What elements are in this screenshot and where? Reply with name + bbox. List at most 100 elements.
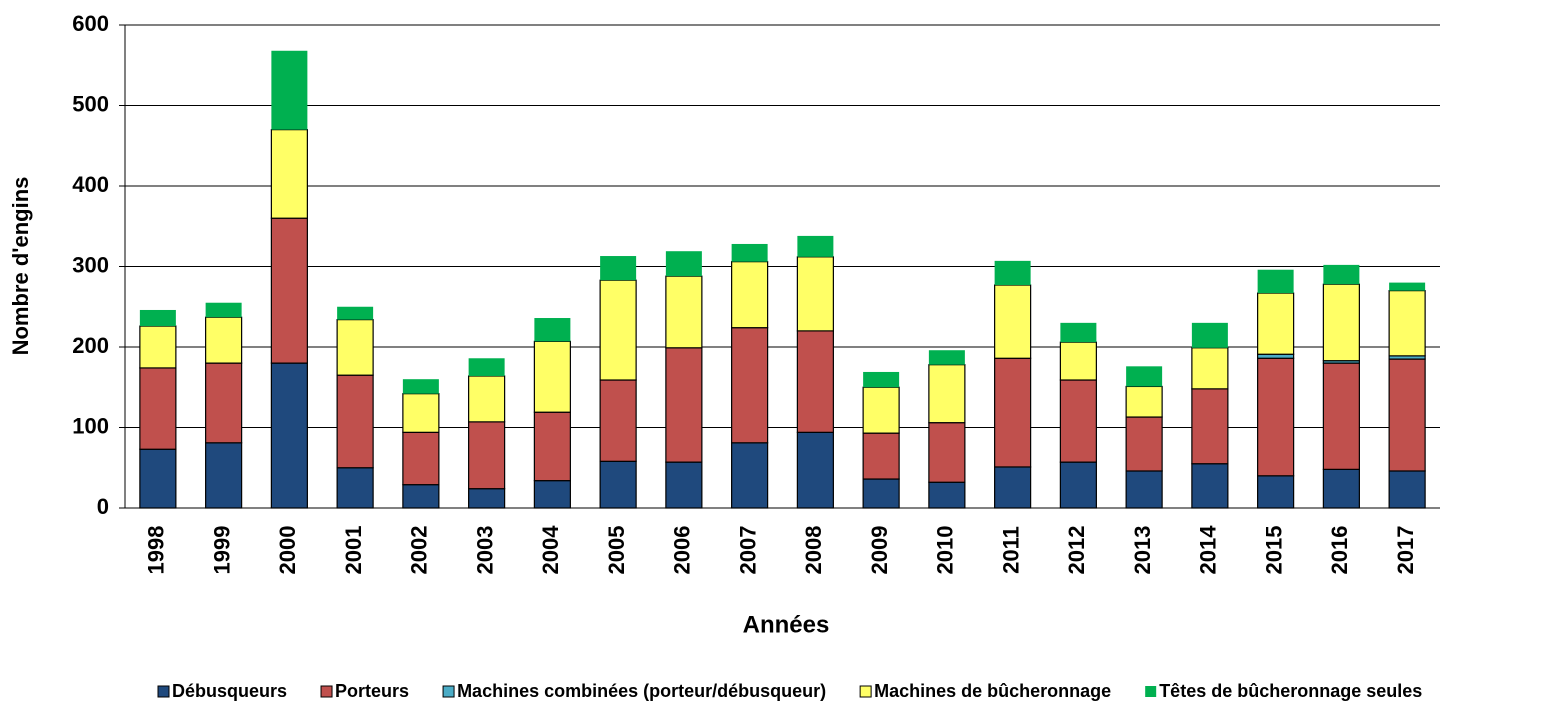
bar-segment — [994, 260, 1031, 286]
bar-segment — [1060, 322, 1097, 343]
y-tick-label: 100 — [72, 413, 109, 438]
legend-label: Porteurs — [335, 681, 409, 701]
bar-segment — [796, 330, 834, 433]
x-tick-label: 2010 — [933, 526, 958, 575]
x-tick-label: 1998 — [144, 526, 169, 575]
bar-segment — [1389, 282, 1426, 291]
x-tick-label: 2015 — [1261, 526, 1286, 575]
bar-segment — [402, 484, 440, 509]
bar-segment — [1059, 341, 1097, 381]
bar-segment — [994, 284, 1032, 359]
bar-segment — [468, 488, 506, 509]
legend-label: Machines de bûcheronnage — [874, 681, 1111, 701]
bar-segment — [599, 279, 637, 381]
bar-segment — [533, 340, 571, 413]
bar-segment — [863, 371, 900, 388]
y-tick-label: 600 — [72, 11, 109, 36]
bar-segment — [600, 256, 637, 281]
y-tick-label: 300 — [72, 252, 109, 277]
x-tick-label: 1999 — [209, 526, 234, 575]
bar-segment — [599, 379, 637, 462]
bar-segment — [862, 432, 900, 480]
bar-segment — [205, 362, 243, 444]
bar-segment — [468, 375, 506, 423]
bar-segment — [534, 318, 571, 342]
bar-segment — [205, 302, 242, 318]
bar-segment — [270, 217, 308, 364]
bar-segment — [1388, 290, 1426, 357]
bar-segment — [1059, 461, 1097, 509]
legend-marker — [320, 685, 333, 698]
bar-segment — [731, 243, 768, 262]
bar-segment — [270, 362, 308, 509]
bar-segment — [665, 347, 703, 463]
bar-segment — [336, 467, 374, 509]
x-axis-title: Années — [743, 611, 830, 638]
legend-marker — [157, 685, 170, 698]
x-tick-label: 2001 — [341, 526, 366, 575]
bar-segment — [139, 309, 176, 327]
bar-segment — [1322, 468, 1360, 509]
bar-segment — [468, 358, 505, 376]
bar-segment — [928, 350, 965, 365]
bar-segment — [1322, 362, 1360, 470]
y-tick-label: 400 — [72, 172, 109, 197]
bar-segment — [731, 261, 769, 329]
legend-label: Têtes de bûcheronnage seules — [1159, 681, 1422, 701]
bar-segment — [270, 129, 308, 219]
bar-segment — [1059, 379, 1097, 463]
legend-label: Débusqueurs — [172, 681, 287, 701]
bar-segment — [1257, 475, 1295, 509]
bar-segment — [994, 357, 1032, 468]
bar-segment — [533, 480, 571, 509]
x-tick-label: 2016 — [1327, 526, 1352, 575]
x-tick-label: 2006 — [670, 526, 695, 575]
bar-segment — [271, 50, 308, 130]
bar-segment — [796, 256, 834, 332]
bar-segment — [797, 235, 834, 257]
x-tick-label: 2013 — [1130, 526, 1155, 575]
bar-segment — [402, 393, 440, 433]
x-tick-label: 2014 — [1196, 525, 1221, 575]
bar-segment — [337, 306, 374, 320]
bar-segment — [139, 367, 177, 450]
x-tick-label: 2008 — [801, 526, 826, 575]
bar-segment — [1125, 385, 1163, 418]
legend-marker — [859, 685, 872, 698]
bar-segment — [665, 275, 703, 349]
bar-segment — [665, 461, 703, 509]
bar-segment — [1257, 292, 1295, 355]
bar-segment — [731, 442, 769, 509]
x-tick-label: 2011 — [998, 526, 1023, 574]
legend-marker — [442, 685, 455, 698]
bar-segment — [139, 448, 177, 509]
x-tick-label: 2009 — [867, 526, 892, 575]
bar-segment — [862, 386, 900, 434]
bar-segment — [1257, 353, 1295, 359]
bar-segment — [1257, 269, 1294, 294]
bar-segment — [336, 319, 374, 376]
bar-segment — [796, 431, 834, 509]
bar-segment — [205, 442, 243, 509]
bar-segment — [1388, 470, 1426, 509]
bar-segment — [1125, 416, 1163, 472]
bar-segment — [1322, 283, 1360, 362]
bar-segment — [1191, 388, 1229, 465]
bar-segment — [731, 327, 769, 444]
bar-segment — [599, 460, 637, 509]
y-tick-label: 0 — [97, 494, 109, 519]
bar-segment — [1191, 322, 1228, 348]
bar-segment — [1191, 463, 1229, 509]
bar-segment — [862, 478, 900, 509]
y-tick-label: 500 — [72, 91, 109, 116]
y-tick-label: 200 — [72, 333, 109, 358]
x-tick-label: 2004 — [538, 525, 563, 575]
bar-segment — [928, 481, 966, 509]
bar-segment — [1388, 358, 1426, 472]
legend-label: Machines combinées (porteur/débusqueur) — [457, 681, 826, 701]
bar-segment — [665, 251, 702, 277]
bar-segment — [928, 364, 966, 424]
x-tick-label: 2000 — [275, 526, 300, 575]
bar-segment — [402, 379, 439, 394]
